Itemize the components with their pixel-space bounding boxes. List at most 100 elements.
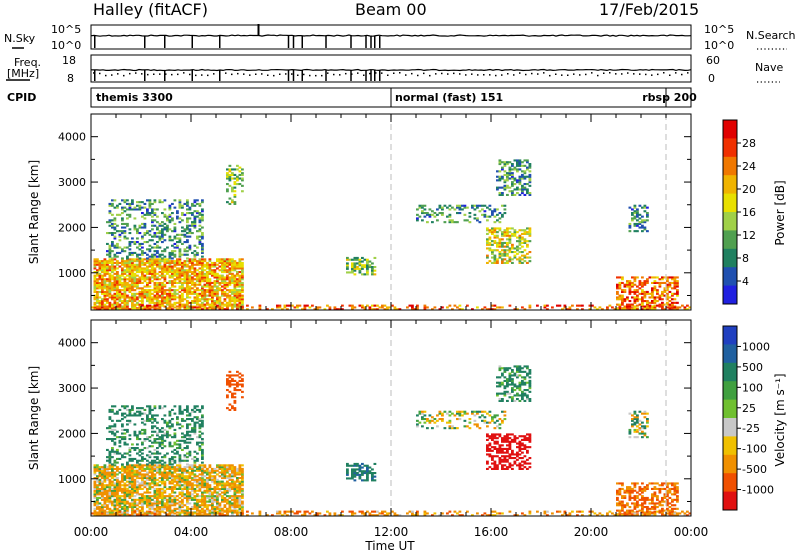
echo-cell	[176, 305, 179, 308]
echo-cell	[168, 507, 172, 510]
echo-cell	[108, 269, 112, 272]
echo-cell	[238, 301, 242, 304]
echo-cell	[156, 496, 159, 499]
echo-cell	[123, 305, 127, 308]
echo-cell	[218, 260, 222, 263]
echo-cell	[143, 464, 147, 467]
echo-cell	[211, 300, 214, 303]
echo-cell	[503, 232, 507, 235]
echo-cell	[146, 498, 149, 501]
nave-dot	[651, 74, 653, 76]
echo-cell	[146, 285, 149, 288]
echo-cell	[171, 272, 174, 275]
echo-cell	[111, 305, 114, 308]
echo-cell	[133, 423, 137, 426]
echo-cell	[451, 221, 454, 224]
echo-cell	[183, 272, 187, 275]
echo-cell	[116, 290, 119, 293]
echo-cell	[508, 256, 512, 259]
echo-cell	[671, 301, 674, 304]
echo-cell	[226, 281, 229, 284]
echo-cell	[131, 253, 134, 256]
echo-cell	[148, 271, 152, 274]
echo-cell	[181, 281, 184, 284]
echo-cell	[133, 217, 137, 220]
echo-cell	[108, 466, 112, 469]
echo-cell	[158, 489, 162, 492]
echo-cell	[108, 457, 112, 460]
echo-cell	[123, 456, 127, 459]
echo-cell	[153, 283, 157, 286]
echo-cell	[188, 480, 192, 483]
echo-cell	[198, 202, 202, 205]
echo-cell	[141, 269, 144, 272]
echo-cell	[161, 434, 164, 437]
echo-cell	[218, 269, 222, 272]
echo-cell	[166, 500, 169, 503]
echo-cell	[168, 257, 172, 260]
echo-cell	[166, 506, 169, 509]
nave-dot	[207, 74, 209, 77]
echo-cell	[203, 471, 207, 474]
echo-cell	[148, 475, 152, 478]
echo-cell	[106, 473, 109, 476]
echo-cell	[188, 287, 192, 290]
echo-cell	[126, 480, 129, 483]
echo-cell	[156, 495, 159, 498]
echo-cell	[141, 222, 144, 225]
echo-cell	[223, 287, 227, 290]
echo-cell	[151, 239, 154, 242]
echo-cell	[133, 495, 137, 498]
echo-cell	[193, 495, 197, 498]
echo-cell	[116, 307, 119, 310]
echo-cell	[198, 434, 202, 437]
echo-cell	[221, 482, 224, 485]
echo-cell	[228, 482, 232, 485]
echo-cell	[116, 452, 119, 455]
echo-cell	[201, 294, 204, 297]
nave-dot	[267, 74, 269, 76]
echo-cell	[646, 206, 649, 209]
echo-cell	[233, 263, 237, 266]
echo-cell	[201, 235, 204, 238]
echo-cell	[121, 418, 124, 421]
echo-cell	[418, 204, 422, 207]
echo-cell	[206, 487, 209, 490]
echo-cell	[168, 500, 172, 503]
echo-cell	[131, 506, 134, 509]
echo-cell	[631, 283, 634, 286]
echo-cell	[111, 484, 114, 487]
echo-cell	[163, 471, 167, 474]
echo-cell	[108, 489, 112, 492]
echo-cell	[223, 469, 227, 472]
echo-cell	[143, 278, 147, 281]
echo-cell	[161, 506, 164, 509]
echo-cell	[203, 504, 207, 507]
echo-cell	[151, 255, 154, 258]
echo-cell	[141, 215, 144, 218]
echo-cell	[488, 243, 492, 246]
echo-cell	[138, 276, 142, 279]
echo-cell	[208, 267, 212, 270]
echo-cell	[503, 229, 507, 232]
echo-cell	[98, 475, 102, 478]
echo-cell	[661, 298, 664, 301]
echo-cell	[116, 500, 119, 503]
echo-cell	[161, 228, 164, 231]
echo-cell	[106, 500, 109, 503]
echo-cell	[438, 308, 442, 311]
echo-cell	[641, 292, 644, 295]
echo-cell	[218, 303, 222, 306]
echo-cell	[676, 306, 679, 309]
echo-cell	[191, 202, 194, 205]
echo-cell	[176, 237, 179, 240]
nave-dot	[279, 73, 281, 75]
echo-cell	[108, 246, 112, 249]
echo-cell	[166, 432, 169, 435]
echo-cell	[108, 467, 112, 470]
echo-cell	[146, 471, 149, 474]
echo-cell	[503, 170, 507, 173]
echo-cell	[186, 495, 189, 498]
echo-cell	[438, 204, 442, 207]
echo-cell	[223, 482, 227, 485]
